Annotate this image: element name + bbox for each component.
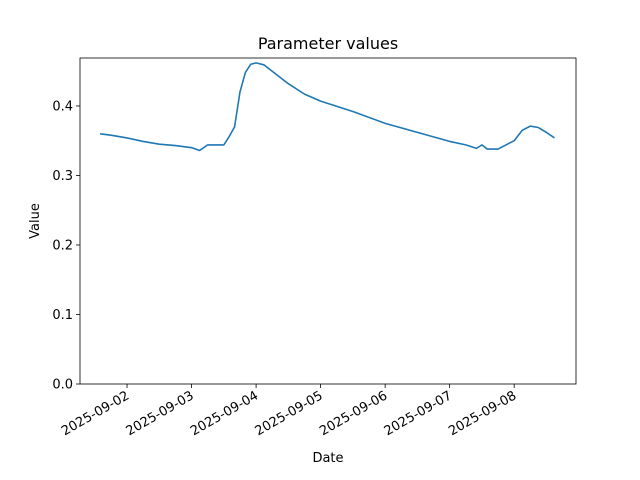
x-axis-label: Date (312, 451, 343, 466)
y-axis-label: Value (28, 203, 43, 239)
plot-frame (79, 57, 577, 385)
y-tick-label: 0.0 (52, 378, 73, 393)
y-tick-label: 0.2 (52, 238, 73, 253)
chart-title: Parameter values (258, 34, 398, 53)
data-line (100, 62, 555, 152)
y-tick-label: 0.4 (52, 99, 73, 114)
y-tick-label: 0.1 (52, 308, 73, 323)
y-tick-label: 0.3 (52, 169, 73, 184)
